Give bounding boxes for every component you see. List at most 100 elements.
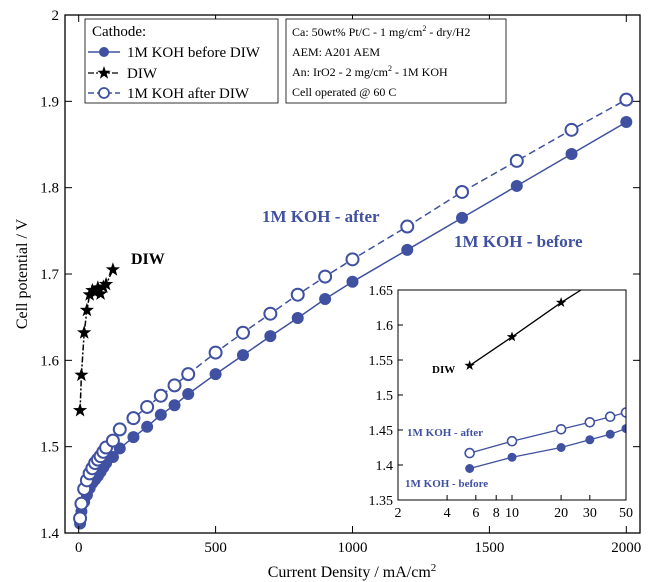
inset-point-after-3 bbox=[584, 416, 596, 428]
x-tick-label-500: 500 bbox=[204, 540, 227, 556]
point-after-11 bbox=[105, 433, 120, 448]
point-diw-8 bbox=[93, 286, 108, 300]
inset-chart: 2 4 6 8 10 20 30 50 1.35 1.4 1.45 1.5 1.55 1.6 1.65 DI… bbox=[369, 284, 634, 521]
legend-marker-diw bbox=[97, 66, 111, 79]
inset-x-tick-label-30: 30 bbox=[583, 506, 597, 521]
y-tick-label-1.4: 1.4 bbox=[40, 526, 59, 542]
inset-point-before-0 bbox=[465, 464, 475, 473]
inset-point-before-3 bbox=[585, 435, 595, 445]
inset-point-after-0 bbox=[464, 447, 475, 459]
inset-x-tick-label-10: 10 bbox=[505, 506, 519, 521]
point-after-15 bbox=[153, 388, 168, 403]
point-before-16 bbox=[168, 399, 181, 412]
point-before-19 bbox=[236, 349, 249, 362]
inset-x-tick-label-4: 4 bbox=[444, 506, 451, 521]
inset-x-tick-label-6: 6 bbox=[472, 506, 479, 521]
inset-point-before-4 bbox=[605, 429, 615, 439]
inset-x-tick-label-20: 20 bbox=[554, 506, 568, 521]
inset-x-tick-label-2: 2 bbox=[395, 506, 402, 521]
point-diw-2 bbox=[77, 325, 92, 339]
point-after-24 bbox=[400, 219, 415, 234]
point-after-26 bbox=[509, 153, 524, 168]
main-axis-ticks: 0 500 1000 1500 2000 1.4 1.5 1.6 1.7 1.8 1.9 2 bbox=[40, 8, 641, 556]
point-diw-10 bbox=[98, 276, 114, 291]
inset-y-tick-label-1.45: 1.45 bbox=[369, 424, 394, 439]
point-after-28 bbox=[619, 92, 634, 107]
point-after-27 bbox=[564, 122, 579, 137]
point-after-25 bbox=[455, 184, 470, 199]
inset-series-group bbox=[464, 290, 626, 473]
inset-x-tick-label-8: 8 bbox=[493, 506, 500, 521]
info-line-membrane: AEM: A201 AEM bbox=[292, 45, 380, 59]
info-line-cathode: Ca: 50wt% Pt/C - 1 mg/cm2 - dry/H2 bbox=[292, 24, 470, 39]
point-after-1 bbox=[74, 496, 89, 511]
inset-y-tick-label-1.65: 1.65 bbox=[369, 284, 394, 299]
point-after-20 bbox=[263, 306, 278, 321]
legend-entry-before: 1M KOH before DIW bbox=[127, 45, 261, 61]
inset-annotation-diw: DIW bbox=[432, 364, 455, 376]
inset-y-tick-label-1.6: 1.6 bbox=[376, 319, 394, 334]
inset-x-tick-label-50: 50 bbox=[619, 506, 633, 521]
point-diw-3 bbox=[79, 302, 94, 317]
inset-point-after-1 bbox=[506, 435, 518, 447]
inset-point-before-5 bbox=[621, 424, 626, 434]
annotation-diw: DIW bbox=[131, 251, 165, 268]
point-before-17 bbox=[182, 388, 195, 401]
info-box-frame bbox=[285, 18, 507, 104]
point-before-28 bbox=[620, 116, 633, 129]
info-line-temperature: Cell operated @ 60 C bbox=[292, 85, 396, 99]
point-after-14 bbox=[140, 399, 155, 414]
inset-point-diw-0 bbox=[464, 360, 475, 370]
x-tick-label-2000: 2000 bbox=[611, 540, 641, 556]
legend-marker-before bbox=[99, 47, 109, 57]
inset-y-tick-label-1.35: 1.35 bbox=[369, 494, 394, 509]
inset-annotation-before: 1M KOH - before bbox=[405, 478, 488, 490]
operating-conditions-box: Ca: 50wt% Pt/C - 1 mg/cm2 - dry/H2 AEM: … bbox=[285, 18, 507, 104]
legend-entry-diw: DIW bbox=[127, 66, 158, 82]
inset-axis-ticks: 2 4 6 8 10 20 30 50 1.35 1.4 1.45 1.5 1.55 1.6 1.65 bbox=[369, 284, 634, 521]
info-line-anode: An: IrO2 - 2 mg/cm2 - 1M KOH bbox=[292, 64, 448, 79]
inset-point-after-2 bbox=[555, 423, 567, 435]
point-after-23 bbox=[345, 252, 360, 267]
point-before-23 bbox=[346, 275, 359, 288]
inset-point-after-5 bbox=[620, 407, 626, 418]
legend-box bbox=[84, 18, 279, 104]
legend-marker-after bbox=[98, 87, 110, 99]
point-before-24 bbox=[401, 243, 414, 256]
x-tick-label-1500: 1500 bbox=[474, 540, 504, 556]
point-before-13 bbox=[127, 431, 140, 444]
inset-y-tick-label-1.4: 1.4 bbox=[376, 459, 394, 474]
point-before-22 bbox=[319, 293, 332, 306]
x-axis-label: Current Density / mA/cm2 bbox=[268, 562, 437, 581]
main-series-group bbox=[72, 92, 634, 530]
inset-annotation-after: 1M KOH - after bbox=[407, 427, 483, 439]
point-diw-11 bbox=[105, 262, 120, 276]
inset-point-after-4 bbox=[604, 411, 616, 423]
point-after-12 bbox=[112, 422, 127, 437]
point-after-21 bbox=[290, 287, 305, 302]
point-before-25 bbox=[456, 211, 469, 224]
point-after-17 bbox=[181, 367, 196, 382]
point-after-0 bbox=[73, 511, 88, 526]
point-before-21 bbox=[291, 312, 304, 325]
point-before-15 bbox=[154, 408, 167, 421]
legend-title: Cathode: bbox=[92, 24, 146, 40]
point-before-27 bbox=[565, 147, 578, 160]
annotation-before: 1M KOH - before bbox=[454, 232, 583, 251]
y-axis-label: Cell potential / V bbox=[14, 218, 31, 329]
point-after-16 bbox=[167, 378, 182, 393]
point-diw-0 bbox=[72, 402, 88, 417]
legend-star-shape bbox=[97, 66, 111, 79]
point-before-14 bbox=[141, 420, 154, 433]
inset-point-before-2 bbox=[556, 443, 566, 452]
point-diw-5 bbox=[85, 282, 100, 297]
point-before-20 bbox=[264, 330, 277, 343]
point-diw-7 bbox=[90, 280, 105, 294]
point-before-18 bbox=[209, 368, 222, 381]
point-diw-1 bbox=[74, 367, 89, 382]
inset-point-before-1 bbox=[507, 452, 517, 462]
inset-background bbox=[398, 290, 626, 500]
inset-clipped-group bbox=[464, 290, 626, 473]
point-after-13 bbox=[126, 411, 141, 426]
